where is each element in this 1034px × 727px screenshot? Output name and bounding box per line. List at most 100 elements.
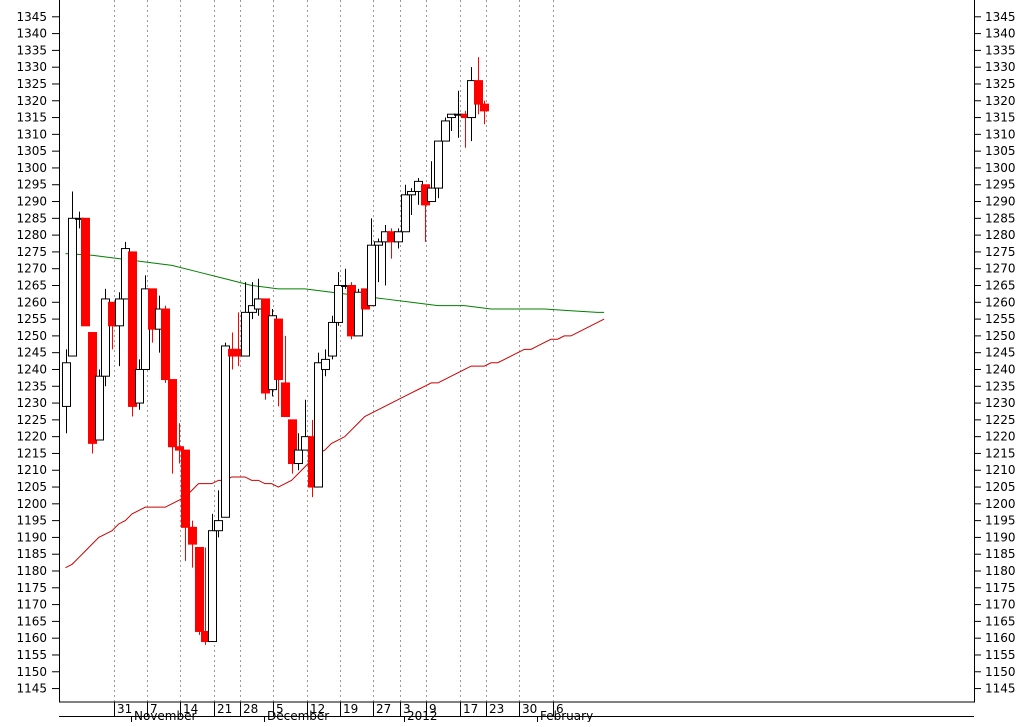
y-tick-label-left: 1250 [16, 329, 47, 343]
candle-body-down [474, 80, 483, 105]
y-tick-label-left: 1255 [16, 312, 47, 326]
y-tick-label-right: 1165 [985, 614, 1016, 628]
candle-body-down [81, 217, 90, 327]
y-tick-label-left: 1300 [16, 161, 47, 175]
x-day-label: 9 [429, 702, 437, 716]
y-tick-label-right: 1285 [985, 211, 1016, 225]
candle-body-down [128, 251, 137, 407]
candle-body-up [447, 113, 456, 119]
y-tick-label-right: 1215 [985, 446, 1016, 460]
y-tick-label-right: 1325 [985, 77, 1016, 91]
candle-body-up [321, 358, 330, 370]
y-axis-labels: 1145 1145 1150 1150 1155 1155 1160 1160 1165 1165… [16, 10, 1015, 696]
candle-body-down [161, 308, 170, 381]
y-tick-label-right: 1145 [985, 682, 1016, 696]
y-tick-label-right: 1150 [985, 665, 1016, 679]
candles [62, 57, 489, 645]
candle-body-up [214, 520, 223, 532]
y-tick-label-left: 1220 [16, 430, 47, 444]
y-tick-label-left: 1305 [16, 144, 47, 158]
y-tick-label-right: 1270 [985, 262, 1016, 276]
y-tick-label-left: 1335 [16, 43, 47, 57]
y-tick-label-right: 1155 [985, 648, 1016, 662]
candle-body-up [68, 217, 77, 357]
candle-body-up [394, 231, 403, 243]
y-tick-label-right: 1245 [985, 346, 1016, 360]
x-day-label: 7 [150, 702, 158, 716]
candle-body-up [407, 190, 416, 196]
y-tick-label-left: 1215 [16, 446, 47, 460]
y-tick-label-left: 1245 [16, 346, 47, 360]
x-day-label: 14 [183, 702, 198, 716]
y-tick-label-right: 1305 [985, 144, 1016, 158]
y-tick-label-right: 1175 [985, 581, 1016, 595]
y-tick-label-right: 1240 [985, 362, 1016, 376]
y-tick-label-right: 1265 [985, 279, 1016, 293]
y-tick-label-left: 1175 [16, 581, 47, 595]
moving-average-short-line [65, 318, 605, 569]
y-tick-label-right: 1250 [985, 329, 1016, 343]
y-tick-label-left: 1295 [16, 178, 47, 192]
candle-body-down [274, 318, 283, 381]
y-tick-label-left: 1345 [16, 10, 47, 24]
y-tick-label-left: 1180 [16, 564, 47, 578]
y-tick-label-right: 1330 [985, 60, 1016, 74]
y-tick-label-right: 1160 [985, 631, 1016, 645]
plot-frame [59, 0, 975, 722]
y-tick-label-right: 1300 [985, 161, 1016, 175]
candle-body-up [328, 321, 337, 357]
y-tick-label-left: 1205 [16, 480, 47, 494]
candle-body-up [434, 140, 443, 189]
y-tick-label-left: 1195 [16, 514, 47, 528]
y-tick-label-left: 1280 [16, 228, 47, 242]
y-tick-label-left: 1275 [16, 245, 47, 259]
x-day-label: 31 [117, 702, 132, 716]
y-tick-label-left: 1240 [16, 362, 47, 376]
y-tick-label-left: 1200 [16, 497, 47, 511]
candle-body-up [314, 362, 323, 488]
moving-average-long-line [65, 253, 605, 313]
y-tick-label-left: 1340 [16, 27, 47, 41]
y-tick-label-left: 1170 [16, 598, 47, 612]
x-month-label: November [134, 709, 196, 722]
y-tick-label-right: 1225 [985, 413, 1016, 427]
moving-averages [65, 253, 605, 569]
y-tick-label-left: 1235 [16, 379, 47, 393]
candle-body-up [401, 194, 410, 233]
y-tick-label-right: 1190 [985, 530, 1016, 544]
y-tick-label-right: 1230 [985, 396, 1016, 410]
candle-body-up [354, 291, 363, 337]
y-tick-label-right: 1290 [985, 195, 1016, 209]
y-tick-label-right: 1315 [985, 111, 1016, 125]
x-day-label: 28 [243, 702, 258, 716]
candle-body-down [281, 382, 290, 417]
x-month-label: February [540, 709, 593, 722]
candle-body-up [62, 362, 71, 407]
candle-body-down [195, 546, 204, 632]
x-day-label: 23 [489, 702, 504, 716]
x-day-label: 27 [376, 702, 391, 716]
y-tick-label-right: 1260 [985, 295, 1016, 309]
y-tick-label-left: 1150 [16, 665, 47, 679]
y-tick-label-left: 1155 [16, 648, 47, 662]
x-axis-labels: 31 7 14 21 28 5 12 19 27 3 9 17 23 30 6 November Decembe… [117, 702, 593, 723]
y-tick-label-right: 1185 [985, 547, 1016, 561]
candle-body-up [135, 368, 144, 404]
y-tick-label-left: 1225 [16, 413, 47, 427]
candle-body-up [95, 375, 104, 441]
y-tick-label-right: 1340 [985, 27, 1016, 41]
candle-body-up [441, 120, 450, 142]
y-tick-label-left: 1265 [16, 279, 47, 293]
x-day-label: 19 [343, 702, 358, 716]
candle-body-up [374, 241, 383, 246]
candle-body-up [221, 345, 230, 518]
y-tick-label-right: 1310 [985, 127, 1016, 141]
x-month-label: 2012 [407, 709, 438, 722]
y-tick-label-right: 1275 [985, 245, 1016, 259]
y-tick-label-right: 1195 [985, 514, 1016, 528]
y-tick-label-left: 1160 [16, 631, 47, 645]
x-day-label: 5 [276, 702, 284, 716]
